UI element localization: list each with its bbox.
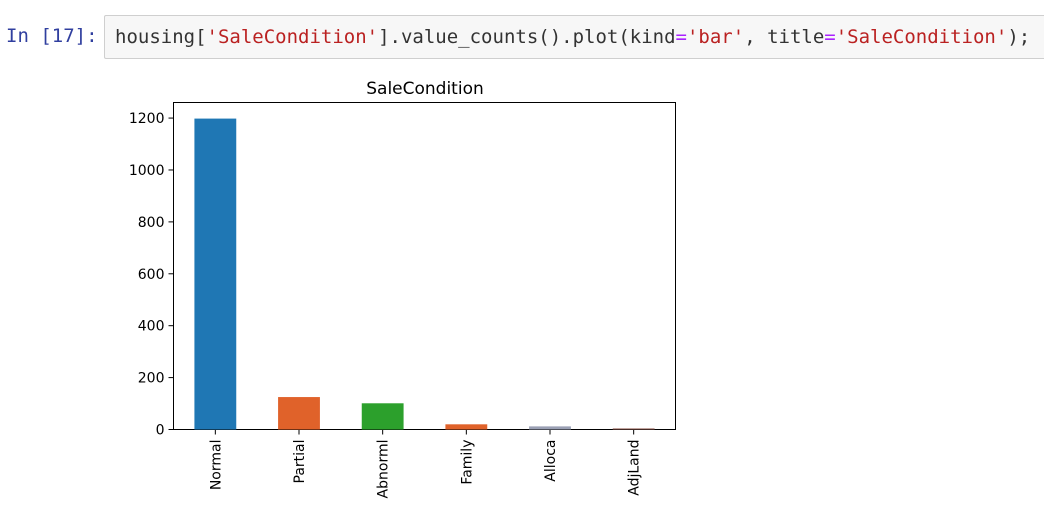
y-tick-label: 600 bbox=[138, 267, 165, 283]
code-token: ].value_counts().plot(kind bbox=[378, 26, 676, 48]
code-string: 'SaleCondition' bbox=[206, 26, 379, 48]
chart-title: SaleCondition bbox=[366, 79, 484, 99]
code-string: 'SaleCondition' bbox=[835, 26, 1008, 48]
x-tick-label: Partial bbox=[292, 440, 308, 484]
bar-abnorml bbox=[361, 403, 404, 430]
y-tick-label: 200 bbox=[138, 371, 165, 387]
y-tick-label: 1000 bbox=[129, 163, 165, 179]
bar-partial bbox=[278, 397, 320, 430]
output-area: SaleCondition 0 200 400 600 800 1000 1200 Norm… bbox=[104, 70, 704, 525]
code-token: housing[ bbox=[115, 26, 207, 48]
plot-frame bbox=[173, 102, 676, 430]
y-tick-label: 0 bbox=[156, 423, 165, 439]
bars bbox=[194, 118, 655, 430]
x-tick-label: Abnorml bbox=[376, 440, 392, 499]
y-axis: 0 200 400 600 800 1000 1200 bbox=[129, 111, 174, 439]
code-input[interactable]: housing['SaleCondition'].value_counts().… bbox=[104, 15, 1044, 59]
code-token: , title bbox=[744, 26, 825, 48]
x-axis: Normal Partial Abnorml Family Alloca AdjLand bbox=[208, 429, 643, 499]
y-tick-label: 400 bbox=[138, 319, 165, 335]
y-tick-label: 1200 bbox=[129, 111, 165, 127]
input-prompt: In [17]: bbox=[6, 25, 98, 47]
x-tick-label: Family bbox=[459, 440, 475, 485]
bar-alloca bbox=[529, 426, 571, 430]
code-token: ); bbox=[1007, 26, 1031, 48]
bar-adjland bbox=[612, 428, 655, 430]
bar-chart: SaleCondition 0 200 400 600 800 1000 1200 Norm… bbox=[129, 79, 676, 499]
x-tick-label: Normal bbox=[208, 440, 224, 491]
x-tick-label: Alloca bbox=[543, 440, 559, 482]
code-operator: = bbox=[675, 26, 687, 48]
bar-family bbox=[445, 424, 488, 430]
code-operator: = bbox=[824, 26, 836, 48]
bar-normal bbox=[194, 118, 237, 430]
code-line: housing['SaleCondition'].value_counts().… bbox=[115, 26, 1030, 48]
x-tick-label: AdjLand bbox=[627, 440, 643, 496]
code-string: 'bar' bbox=[686, 26, 745, 48]
y-tick-label: 800 bbox=[138, 215, 165, 231]
